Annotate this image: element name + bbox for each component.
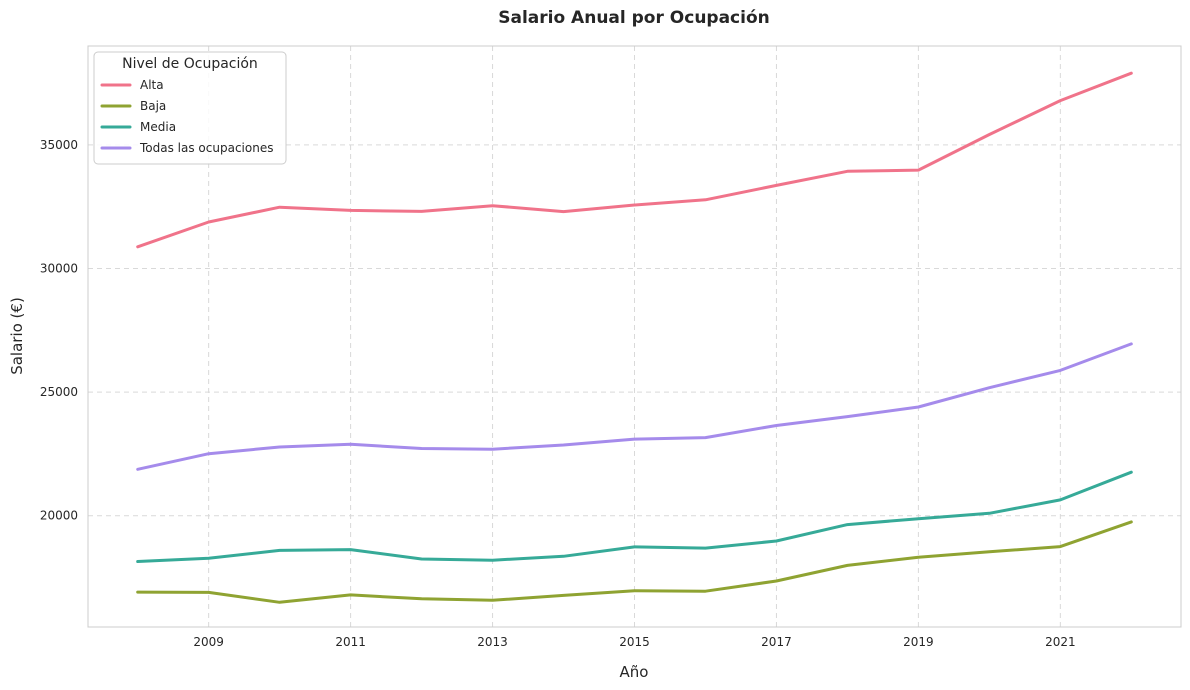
series-line-baja	[136, 520, 1133, 604]
legend: Nivel de Ocupación Alta Baja Media Todas la…	[93, 51, 287, 165]
chart-title: Salario Anual por Ocupación	[498, 8, 770, 28]
series-line-alta	[136, 71, 1133, 249]
legend-items: Alta Baja Media Todas las ocupaciones	[100, 78, 273, 155]
y-axis-label: Salario (€)	[8, 297, 26, 375]
series-lines	[136, 71, 1133, 604]
y-tick-label: 30000	[40, 262, 78, 276]
legend-title: Nivel de Ocupación	[122, 56, 258, 72]
legend-entry: Alta	[140, 78, 164, 92]
x-axis-label: Año	[620, 663, 649, 681]
plot-area	[87, 45, 1182, 628]
x-axis-ticks: 2009 2011 2013 2015 2017 2019 2021	[193, 635, 1075, 649]
x-tick-label: 2015	[619, 635, 650, 649]
legend-entry: Baja	[140, 99, 166, 113]
x-tick-label: 2013	[477, 635, 508, 649]
legend-box	[93, 51, 287, 165]
x-tick-label: 2011	[335, 635, 366, 649]
y-tick-label: 25000	[40, 385, 78, 399]
x-tick-label: 2019	[903, 635, 934, 649]
series-line-media	[136, 470, 1133, 563]
y-axis-ticks: 20000 25000 30000 35000	[40, 138, 78, 523]
y-tick-label: 20000	[40, 509, 78, 523]
x-tick-label: 2017	[761, 635, 792, 649]
legend-entry: Media	[140, 120, 176, 134]
y-tick-label: 35000	[40, 138, 78, 152]
x-tick-label: 2009	[193, 635, 224, 649]
x-tick-label: 2021	[1045, 635, 1076, 649]
series-line-todas-las-ocupaciones	[136, 342, 1133, 471]
legend-entry: Todas las ocupaciones	[139, 141, 273, 155]
